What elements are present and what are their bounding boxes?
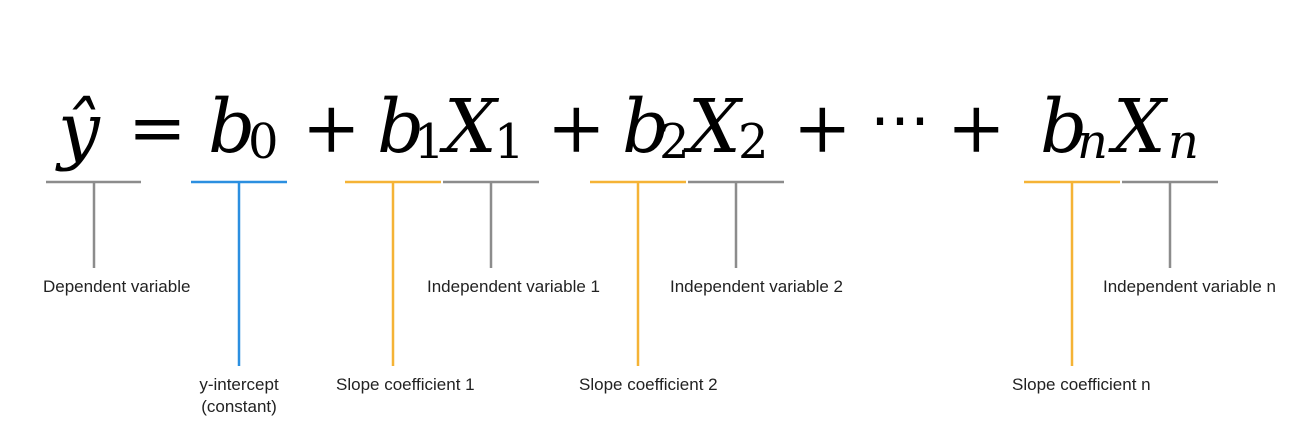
label-independent-variable-n: Independent variable n	[1103, 277, 1276, 296]
intercept-bracket	[191, 180, 287, 366]
x2-subscript: 2	[738, 114, 769, 170]
label-constant: (constant)	[201, 397, 277, 416]
indep2-bracket	[688, 180, 784, 268]
label-slope-coefficient-1: Slope coefficient 1	[336, 375, 475, 394]
b1-term: b	[377, 84, 424, 170]
x2-term: X	[683, 84, 744, 170]
label-slope-coefficient-n: Slope coefficient n	[1012, 375, 1151, 394]
label-independent-variable-2: Independent variable 2	[670, 277, 843, 296]
label-slope-coefficient-2: Slope coefficient 2	[579, 375, 718, 394]
slope1-bracket	[345, 180, 441, 366]
labels: Dependent variable y-intercept (constant…	[43, 277, 1276, 416]
label-y-intercept: y-intercept	[199, 375, 279, 394]
dependent-bracket	[46, 180, 141, 268]
y-hat-symbol: ŷ	[55, 87, 101, 173]
equals-sign: =	[128, 87, 187, 169]
x1-subscript: 1	[494, 114, 525, 170]
slopen-bracket	[1024, 180, 1120, 366]
b0-subscript: 0	[248, 114, 279, 170]
xn-term: X	[1108, 84, 1169, 170]
plus-sign-2: +	[547, 87, 606, 169]
slope2-bracket	[590, 180, 686, 366]
xn-subscript: n	[1168, 114, 1199, 170]
equation: ŷ = b 0 + b 1 X 1 + b 2 X 2 + ⋯ + b n X …	[55, 84, 1199, 173]
bn-term: b	[1040, 84, 1087, 170]
b2-term: b	[622, 84, 669, 170]
b0-term: b	[208, 84, 255, 170]
b1-subscript: 1	[414, 114, 445, 170]
bn-subscript: n	[1077, 114, 1108, 170]
plus-sign-1: +	[302, 87, 361, 169]
bracket-lines	[46, 180, 1218, 366]
indep1-bracket	[443, 180, 539, 268]
label-independent-variable-1: Independent variable 1	[427, 277, 600, 296]
x1-term: X	[439, 84, 500, 170]
b2-subscript: 2	[659, 114, 690, 170]
indepn-bracket	[1122, 180, 1218, 268]
plus-sign-3: +	[793, 87, 852, 169]
label-dependent-variable: Dependent variable	[43, 277, 190, 296]
plus-sign-4: +	[947, 87, 1006, 169]
ellipsis: ⋯	[870, 85, 930, 155]
